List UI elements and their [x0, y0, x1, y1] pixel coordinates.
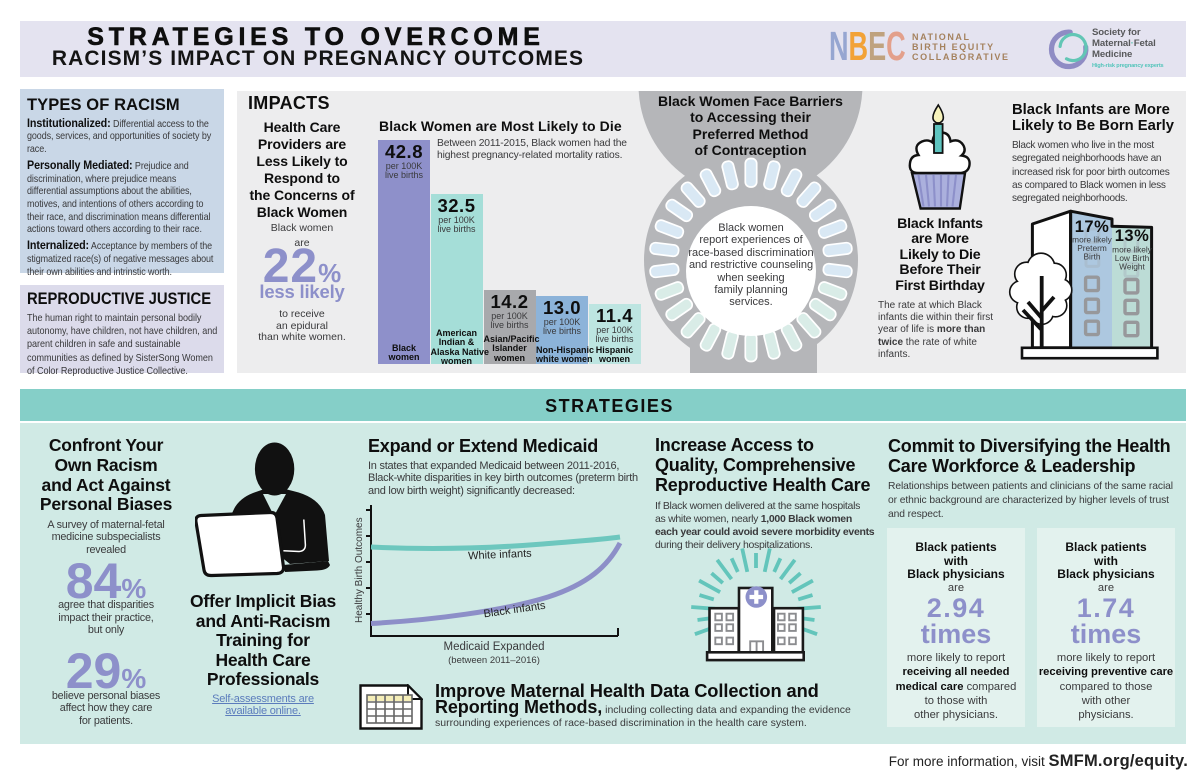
svg-text:13%: 13% [1115, 227, 1150, 245]
svg-text:Preterm: Preterm [1077, 243, 1107, 253]
svg-text:Healthy Birth Outcomes: Healthy Birth Outcomes [354, 517, 365, 623]
svg-text:White infants: White infants [468, 548, 533, 563]
svg-text:Weight: Weight [1119, 262, 1145, 272]
svg-text:Birth: Birth [1083, 252, 1100, 262]
svg-text:17%: 17% [1075, 218, 1110, 236]
svg-text:more likely: more likely [1072, 235, 1113, 245]
svg-text:Black infants: Black infants [483, 600, 547, 621]
svg-text:Low Birth: Low Birth [1115, 253, 1150, 263]
svg-text:more likely: more likely [1112, 245, 1153, 255]
